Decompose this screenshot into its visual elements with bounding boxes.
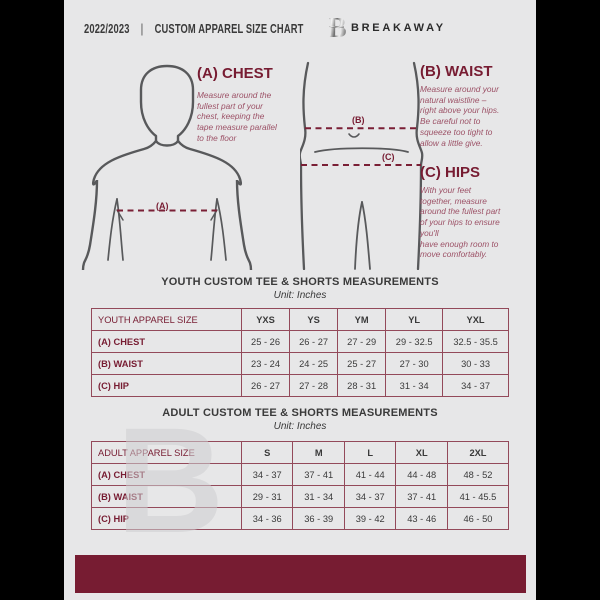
svg-text:B: B [329,14,347,42]
svg-text:B: B [116,396,224,564]
